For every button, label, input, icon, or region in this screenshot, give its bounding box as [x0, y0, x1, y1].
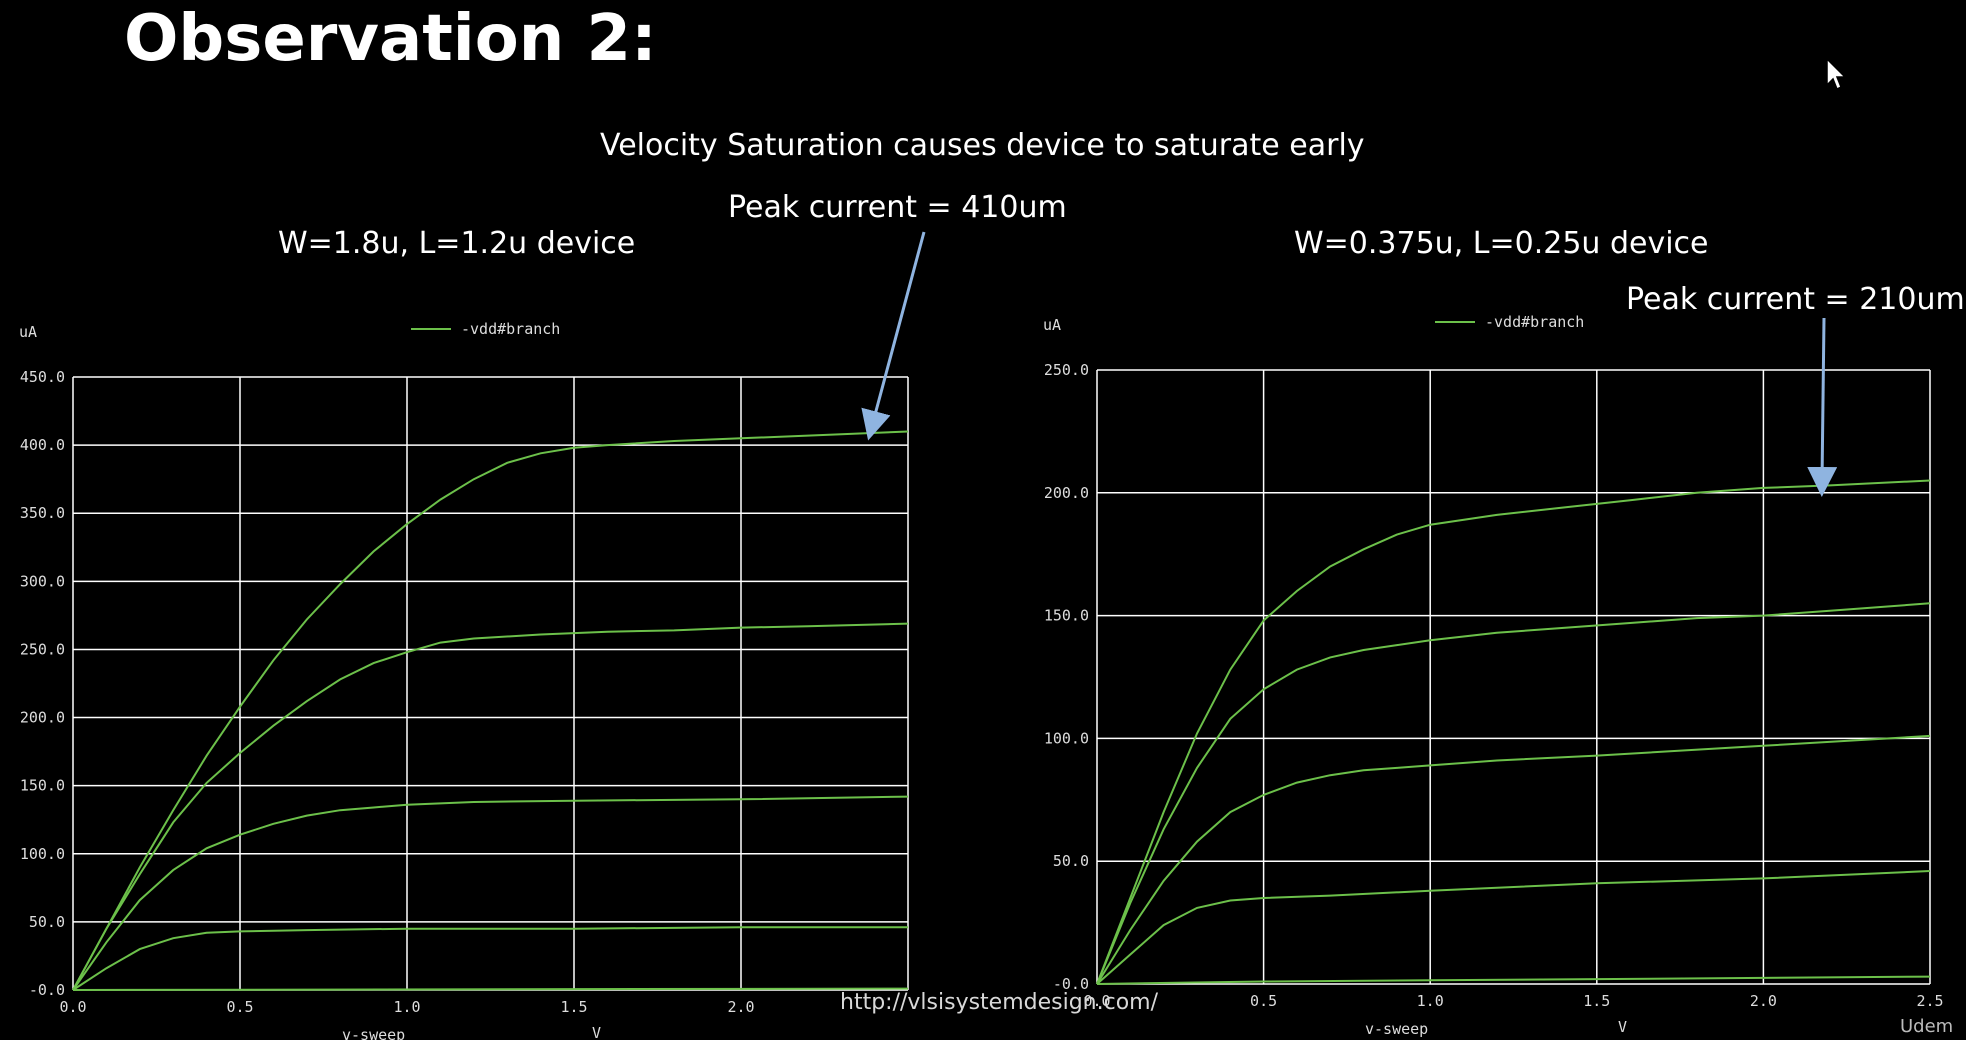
udemy-logo: Udem — [1900, 1016, 1954, 1037]
y-tick-label: 400.0 — [20, 436, 65, 454]
x-axis-label: v-sweep — [1365, 1020, 1428, 1038]
series-line-5 — [72, 987, 909, 991]
x-tick-label: 1.0 — [1417, 992, 1444, 1010]
velocity-saturation-note: Velocity Saturation causes device to sat… — [600, 128, 1365, 163]
left-device-label: W=1.8u, L=1.2u device — [278, 226, 636, 261]
y-tick-label: -0.0 — [29, 981, 65, 999]
left-chart: uA -vdd#branch 0.0 0.5 1.0 1.5 2.0 -0.0 50.0 100.… — [19, 320, 909, 1040]
y-tick-label: 100.0 — [1044, 729, 1089, 747]
x-tick-label: 2.0 — [1750, 992, 1777, 1010]
right-peak-label: Peak current = 210um — [1626, 282, 1965, 317]
x-tick-label: 0.5 — [1250, 992, 1277, 1010]
x-tick-label: 0.0 — [59, 998, 86, 1016]
y-tick-label: 50.0 — [29, 913, 65, 931]
left-peak-label: Peak current = 410um — [728, 190, 1067, 225]
series-line-2 — [72, 622, 909, 991]
series-line-1 — [1096, 479, 1931, 985]
mouse-cursor-icon — [1826, 58, 1847, 91]
series-line-4 — [72, 926, 908, 991]
legend-label: -vdd#branch — [461, 320, 560, 338]
x-tick-label: 1.0 — [393, 998, 420, 1016]
y-tick-label: 200.0 — [20, 709, 65, 727]
y-tick-label: 450.0 — [20, 368, 65, 386]
x-tick-label: 1.5 — [560, 998, 587, 1016]
y-tick-label: 150.0 — [20, 777, 65, 795]
x-tick-label: 0.5 — [226, 998, 253, 1016]
y-tick-label: -0.0 — [1053, 975, 1089, 993]
y-tick-label: 250.0 — [1044, 361, 1089, 379]
series-line-4 — [1096, 870, 1931, 985]
y-tick-label: 350.0 — [20, 504, 65, 522]
y-axis-unit: uA — [19, 323, 37, 341]
right-chart: uA -vdd#branch 0.0 0.5 1.0 1.5 2.0 2.5 -0.0 50.0 1… — [1043, 313, 1944, 1038]
y-tick-label: 300.0 — [20, 572, 65, 590]
x-tick-label: 0.0 — [1083, 992, 1110, 1010]
x-tick-label: 1.5 — [1583, 992, 1610, 1010]
x-axis-unit: V — [1618, 1018, 1627, 1036]
x-tick-label: 2.0 — [727, 998, 754, 1016]
series-line-5 — [1096, 975, 1931, 985]
y-tick-label: 100.0 — [20, 845, 65, 863]
slide-title: Observation 2: — [124, 2, 657, 76]
source-url[interactable]: http://vlsisystemdesign.com/ — [840, 990, 1159, 1015]
series-line-3 — [1096, 734, 1931, 985]
x-axis-label: v-sweep — [342, 1026, 405, 1040]
y-tick-label: 150.0 — [1044, 607, 1089, 625]
right-device-label: W=0.375u, L=0.25u device — [1294, 226, 1709, 261]
legend-label: -vdd#branch — [1485, 313, 1584, 331]
y-tick-label: 50.0 — [1053, 852, 1089, 870]
series-line-1 — [72, 430, 909, 991]
y-tick-label: 200.0 — [1044, 484, 1089, 502]
x-axis-unit: V — [592, 1024, 601, 1040]
y-axis-unit: uA — [1043, 316, 1061, 334]
y-tick-label: 250.0 — [20, 640, 65, 658]
x-tick-label: 2.5 — [1916, 992, 1943, 1010]
series-line-2 — [1096, 602, 1931, 985]
series-line-3 — [72, 795, 909, 991]
